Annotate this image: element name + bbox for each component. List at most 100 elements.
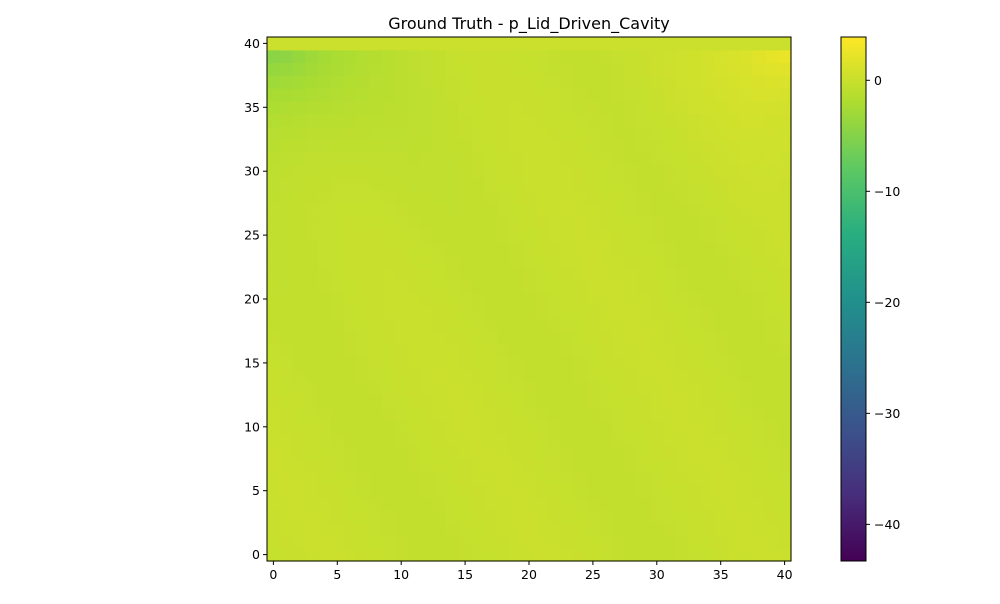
heatmap-cell: [471, 458, 485, 473]
heatmap-cell: [624, 152, 639, 166]
heatmap-cell: [267, 484, 281, 498]
heatmap-cell: [560, 292, 575, 306]
heatmap-cell: [305, 548, 319, 562]
heatmap-cell: [560, 548, 575, 562]
heatmap-cell: [573, 305, 588, 319]
heatmap-cell: [765, 305, 779, 319]
heatmap-cell: [382, 420, 396, 434]
heatmap-cell: [548, 164, 562, 179]
heatmap-cell: [356, 458, 370, 473]
heatmap-cell: [471, 241, 485, 255]
heatmap-cell: [765, 292, 779, 306]
heatmap-cell: [560, 190, 575, 204]
heatmap-cell: [458, 228, 473, 243]
heatmap-cell: [484, 522, 498, 537]
heatmap-cell: [343, 509, 358, 524]
heatmap-cell: [573, 330, 588, 345]
heatmap-cell: [586, 164, 600, 179]
heatmap-cell: [739, 548, 754, 562]
heatmap-cell: [522, 497, 536, 511]
heatmap-cell: [267, 164, 281, 179]
heatmap-cell: [279, 535, 294, 549]
heatmap-cell: [318, 203, 332, 217]
heatmap-cell: [688, 522, 703, 537]
heatmap-cell: [522, 318, 536, 332]
heatmap-cell: [305, 100, 319, 115]
heatmap-cell: [522, 509, 536, 524]
heatmap-cell: [688, 254, 703, 268]
heatmap-cell: [318, 126, 332, 140]
heatmap-cell: [739, 433, 754, 447]
heatmap-cell: [650, 471, 664, 485]
heatmap-cell: [765, 100, 779, 115]
heatmap-cell: [445, 190, 460, 204]
heatmap-cell: [305, 152, 319, 166]
heatmap-cell: [343, 318, 358, 332]
heatmap-cell: [535, 522, 549, 537]
heatmap-cell: [318, 88, 332, 102]
heatmap-cell: [305, 215, 319, 230]
heatmap-cell: [778, 382, 792, 396]
heatmap-cell: [675, 343, 690, 358]
heatmap-cell: [497, 445, 511, 460]
heatmap-cell: [599, 484, 613, 498]
heatmap-cell: [305, 254, 319, 268]
heatmap-cell: [535, 445, 549, 460]
heatmap-cell: [752, 394, 767, 409]
heatmap-cell: [318, 305, 332, 319]
heatmap-cell: [688, 190, 703, 204]
heatmap-cell: [701, 215, 715, 230]
heatmap-cell: [714, 548, 728, 562]
heatmap-cell: [778, 292, 792, 306]
heatmap-cell: [394, 113, 409, 128]
heatmap-cell: [535, 420, 549, 434]
heatmap-cell: [701, 305, 715, 319]
heatmap-cell: [675, 100, 690, 115]
heatmap-cell: [267, 535, 281, 549]
heatmap-cell: [522, 215, 536, 230]
heatmap-cell: [701, 241, 715, 255]
heatmap-cell: [445, 305, 460, 319]
heatmap-cell: [394, 369, 409, 383]
heatmap-cell: [445, 318, 460, 332]
heatmap-cell: [765, 509, 779, 524]
chart-title: Ground Truth - p_Lid_Driven_Cavity: [388, 14, 670, 34]
heatmap-cell: [612, 113, 626, 128]
heatmap-cell: [433, 445, 447, 460]
heatmap-cell: [484, 113, 498, 128]
heatmap-cell: [509, 305, 524, 319]
heatmap-cell: [599, 330, 613, 345]
heatmap-cell: [586, 215, 600, 230]
heatmap-cell: [509, 509, 524, 524]
heatmap-cell: [471, 152, 485, 166]
heatmap-cell: [612, 203, 626, 217]
heatmap-cell: [509, 177, 524, 191]
heatmap-cell: [778, 139, 792, 153]
heatmap-cell: [535, 356, 549, 370]
heatmap-cell: [369, 126, 383, 140]
heatmap-cell: [407, 292, 421, 306]
heatmap-cell: [752, 356, 767, 370]
heatmap-cell: [305, 241, 319, 255]
heatmap-cell: [330, 279, 345, 294]
heatmap-cell: [433, 330, 447, 345]
heatmap-cell: [445, 497, 460, 511]
heatmap-cell: [394, 458, 409, 473]
heatmap-cell: [560, 215, 575, 230]
heatmap-cell: [663, 88, 677, 102]
heatmap-cell: [509, 228, 524, 243]
heatmap-cell: [292, 433, 306, 447]
heatmap-cell: [688, 356, 703, 370]
heatmap-cell: [356, 318, 370, 332]
heatmap-cell: [369, 318, 383, 332]
heatmap-cell: [714, 279, 728, 294]
heatmap-cell: [688, 37, 703, 51]
heatmap-cell: [688, 548, 703, 562]
heatmap-cell: [599, 548, 613, 562]
heatmap-cell: [292, 382, 306, 396]
heatmap-cell: [778, 497, 792, 511]
heatmap-cell: [599, 88, 613, 102]
heatmap-cell: [739, 497, 754, 511]
heatmap-cell: [420, 215, 434, 230]
